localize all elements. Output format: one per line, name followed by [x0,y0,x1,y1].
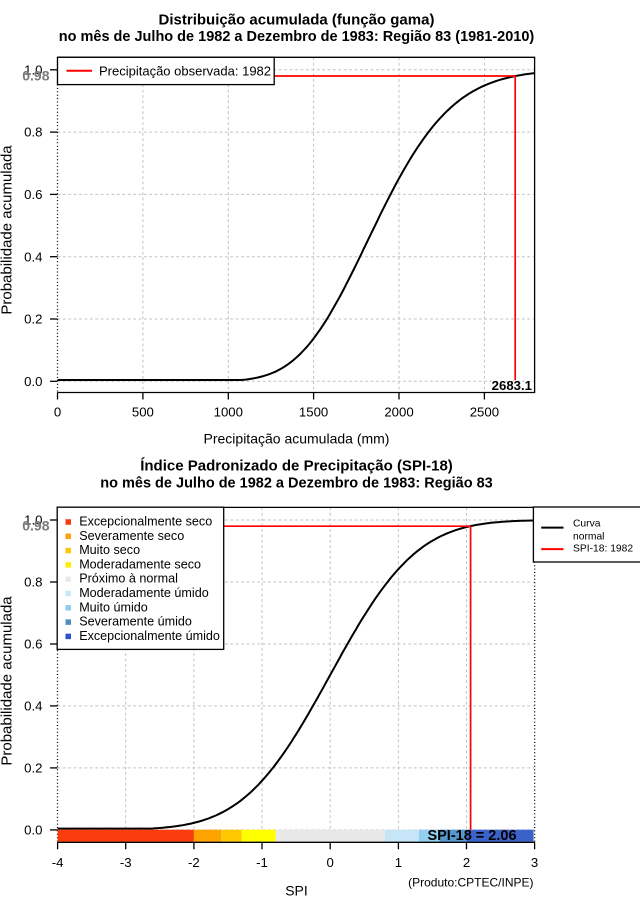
svg-text:-2: -2 [188,855,200,870]
svg-text:1.0: 1.0 [24,513,42,528]
svg-text:Distribuição acumulada (função: Distribuição acumulada (função gama) [159,12,435,29]
svg-text:0.6: 0.6 [24,187,42,202]
svg-text:Curva: Curva [573,518,601,529]
svg-text:Próximo à normal: Próximo à normal [79,572,178,586]
svg-text:2500: 2500 [470,405,499,420]
svg-text:0.2: 0.2 [24,312,42,327]
svg-text:SPI: SPI [285,883,308,899]
svg-text:0.0: 0.0 [24,374,42,389]
svg-text:0.98: 0.98 [22,68,49,84]
svg-text:500: 500 [132,405,154,420]
svg-text:3: 3 [531,855,538,870]
svg-text:normal: normal [573,531,604,542]
svg-text:2: 2 [463,855,470,870]
svg-text:no mês de Julho de 1982 a Deze: no mês de Julho de 1982 a Dezembro de 19… [59,29,535,45]
svg-text:2000: 2000 [384,405,413,420]
svg-text:0: 0 [327,855,334,870]
svg-text:Muito seco: Muito seco [79,543,140,557]
svg-text:0: 0 [54,405,61,420]
svg-text:Muito úmido: Muito úmido [79,600,148,614]
svg-text:Precipitação acumulada (mm): Precipitação acumulada (mm) [204,431,390,447]
svg-text:Excepcionalmente seco: Excepcionalmente seco [79,515,212,529]
svg-text:(Produto:CPTEC/INPE): (Produto:CPTEC/INPE) [408,875,533,889]
svg-text:0.4: 0.4 [24,249,42,264]
svg-text:Excepcionalmente úmido: Excepcionalmente úmido [79,629,220,643]
svg-text:Severamente úmido: Severamente úmido [79,615,192,629]
svg-text:-4: -4 [52,855,64,870]
svg-text:0.2: 0.2 [24,761,42,776]
svg-text:0.6: 0.6 [24,637,42,652]
svg-text:Moderadamente úmido: Moderadamente úmido [79,586,209,600]
svg-text:-3: -3 [120,855,132,870]
svg-text:1000: 1000 [214,405,243,420]
svg-text:Precipitação observada: 1982: Precipitação observada: 1982 [99,64,271,79]
svg-text:Moderadamente seco: Moderadamente seco [79,557,201,571]
svg-text:1500: 1500 [299,405,328,420]
svg-text:0.0: 0.0 [24,823,42,838]
svg-text:0.8: 0.8 [24,575,42,590]
svg-text:no mês de Julho de 1982 a Deze: no mês de Julho de 1982 a Dezembro de 19… [100,476,492,492]
svg-text:Probabilidade acumulada: Probabilidade acumulada [0,145,16,315]
svg-text:-1: -1 [256,855,268,870]
svg-text:Severamente seco: Severamente seco [79,529,184,543]
svg-text:0.4: 0.4 [24,699,42,714]
svg-text:SPI-18: 1982: SPI-18: 1982 [573,544,633,555]
svg-text:Índice Padronizado de Precipit: Índice Padronizado de Precipitação (SPI-… [140,458,453,475]
svg-text:1: 1 [395,855,402,870]
svg-text:SPI-18 = 2.06: SPI-18 = 2.06 [427,828,516,844]
svg-text:1.0: 1.0 [24,62,42,77]
svg-text:2683.1: 2683.1 [492,378,532,393]
svg-text:Probabilidade acumulada: Probabilidade acumulada [0,596,16,766]
svg-text:0.8: 0.8 [24,125,42,140]
svg-text:0.98: 0.98 [22,518,49,534]
